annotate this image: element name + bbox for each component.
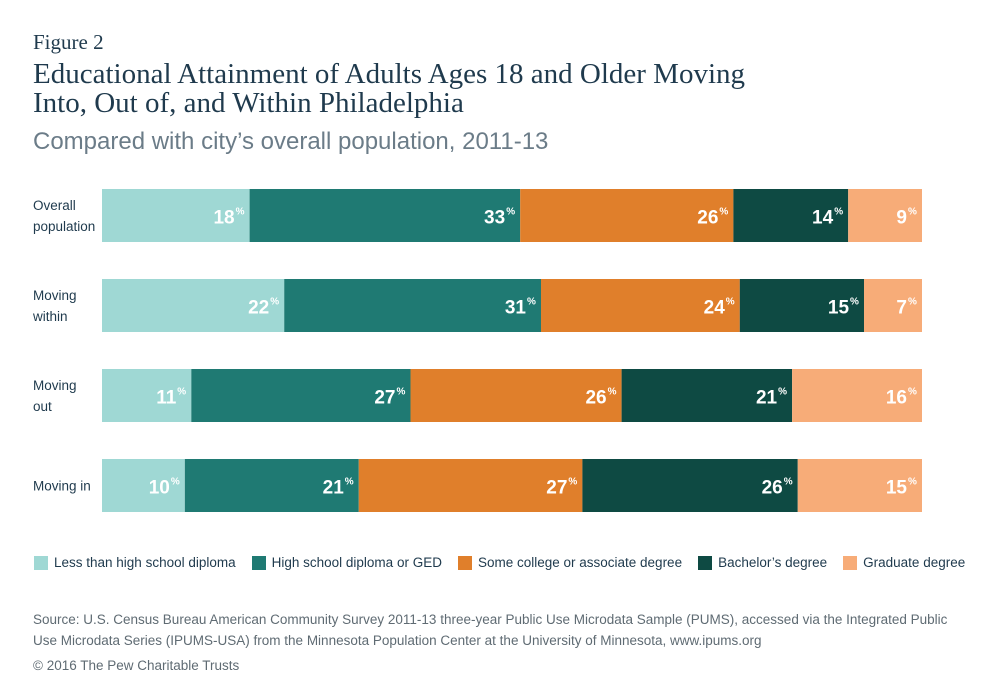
data-label: 21: [756, 388, 778, 409]
category-label-line: Moving in: [33, 479, 91, 494]
data-label: 9: [896, 208, 907, 229]
data-label-suffix: %: [908, 297, 917, 308]
data-label-suffix: %: [784, 477, 793, 488]
legend-item: Less than high school diploma: [34, 555, 236, 570]
bar-segment: [191, 369, 411, 422]
data-label: 26: [697, 208, 718, 229]
data-label-suffix: %: [608, 387, 617, 398]
data-label: 24: [704, 298, 726, 319]
data-label-suffix: %: [506, 207, 515, 218]
data-label: 26: [585, 388, 606, 409]
data-label: 26: [762, 478, 783, 499]
bar-segment: [797, 459, 922, 512]
category-label: Overall population: [33, 198, 95, 234]
bar-segment: [520, 189, 734, 242]
legend-swatch: [251, 555, 266, 570]
bar-segment: [102, 459, 185, 512]
chart-title-line-1: Educational Attainment of Adults Ages 18…: [33, 58, 746, 90]
chart-title-line-2: Into, Out of, and Within Philadelphia: [33, 87, 464, 119]
copyright-note: © 2016 The Pew Charitable Trusts: [33, 658, 240, 673]
data-label: 15: [886, 478, 908, 499]
data-label-suffix: %: [908, 207, 917, 218]
legend-swatch: [843, 555, 858, 570]
data-label-suffix: %: [397, 387, 406, 398]
data-label-suffix: %: [527, 297, 536, 308]
legend-item: Bachelor’s degree: [698, 555, 827, 570]
figure-label: Figure 2: [33, 30, 104, 54]
data-label: 16: [886, 388, 907, 409]
data-label-suffix: %: [834, 207, 843, 218]
data-label: 22: [248, 298, 269, 319]
data-label-suffix: %: [270, 297, 279, 308]
data-label: 27: [546, 478, 567, 499]
legend-item: High school diploma or GED: [251, 555, 442, 570]
legend-swatch: [34, 555, 48, 570]
category-label-line: Overall: [33, 198, 76, 213]
data-label: 27: [374, 388, 395, 409]
bar-segment: [410, 369, 622, 422]
source-note: Source: U.S. Census Bureau American Comm…: [33, 612, 948, 648]
data-label: 14: [812, 208, 834, 229]
stacked-bar-chart: Overall population 18% 33% 26% 14% 9 %Moving wit…: [32, 189, 922, 512]
data-label: 21: [323, 478, 345, 499]
bar-segment: [864, 279, 922, 332]
data-label: 15: [828, 298, 850, 319]
bar-segment: [102, 279, 285, 332]
bar-segment: [102, 369, 192, 422]
data-label: 10: [149, 478, 170, 499]
bar-segment: [249, 189, 521, 242]
data-label-suffix: %: [908, 387, 917, 398]
chart-legend: Less than high school diploma High school…: [34, 555, 981, 570]
legend-swatch: [698, 555, 713, 570]
category-label: Moving out: [33, 378, 77, 414]
data-label-suffix: %: [177, 387, 186, 398]
category-label: Moving within: [32, 288, 77, 324]
data-label: 33: [484, 208, 505, 229]
category-label-line: within: [32, 309, 68, 324]
bar-segment: [184, 459, 359, 512]
data-label: 18: [213, 208, 234, 229]
category-label-line: population: [33, 219, 95, 234]
data-label-suffix: %: [719, 207, 728, 218]
legend-swatch: [457, 555, 472, 570]
data-label-suffix: %: [345, 477, 354, 488]
data-label-suffix: %: [171, 477, 180, 488]
legend-label: Graduate degree: [863, 555, 966, 570]
bar-segment: [102, 189, 250, 242]
bar-segment: [284, 279, 541, 332]
bar-segment: [739, 279, 865, 332]
data-label-suffix: %: [236, 207, 245, 218]
data-label-suffix: %: [568, 477, 577, 488]
data-label-suffix: %: [850, 297, 859, 308]
category-label-line: Moving: [33, 288, 77, 303]
data-label-suffix: %: [726, 297, 735, 308]
chart-subtitle: Compared with city’s overall population,…: [33, 128, 549, 155]
bar-segment: [733, 189, 849, 242]
data-label-suffix: %: [908, 477, 917, 488]
legend-label: High school diploma or GED: [271, 555, 442, 570]
legend-label: Bachelor’s degree: [718, 555, 828, 570]
legend-item: Some college or associate degree: [457, 555, 683, 570]
chart-title: Educational Attainment of Adults Ages 18…: [33, 60, 933, 118]
legend-label: Some college or associate degree: [477, 555, 683, 570]
data-label: 31: [505, 298, 527, 319]
bar-segment: [848, 189, 922, 242]
bar-segment: [540, 279, 740, 332]
category-label: Moving in: [33, 479, 91, 494]
bar-segment: [621, 369, 793, 422]
data-label: 11: [156, 388, 177, 409]
legend-label: Less than high school diploma: [54, 555, 236, 570]
bar-segment: [358, 459, 583, 512]
category-label-line: out: [33, 399, 52, 414]
category-label-line: Moving: [33, 378, 77, 393]
legend-item: Graduate degree: [843, 555, 965, 570]
data-label: 7: [896, 298, 907, 319]
bar-segment: [792, 369, 922, 422]
data-label-suffix: %: [778, 387, 787, 398]
bar-segment: [582, 459, 798, 512]
